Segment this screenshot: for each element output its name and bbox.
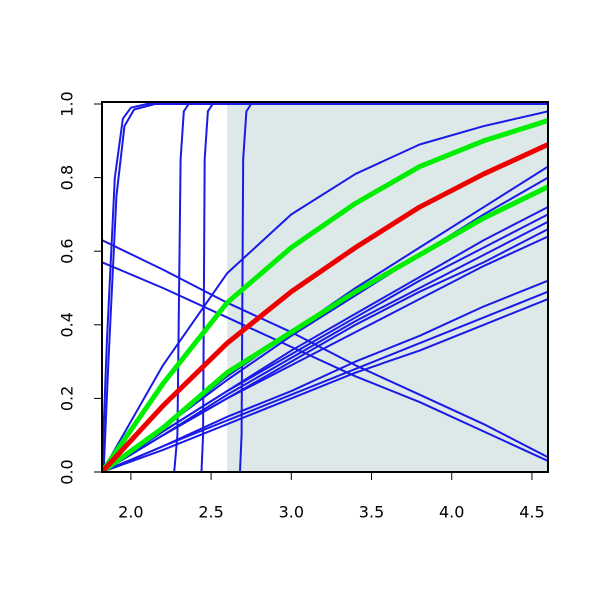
series-line <box>102 103 548 472</box>
y-tick-label: 0.6 <box>58 238 77 263</box>
x-tick-label: 4.0 <box>439 503 464 522</box>
plot-area <box>102 103 548 472</box>
x-tick-label: 4.5 <box>519 503 544 522</box>
series-line <box>102 213 548 472</box>
highlight-band <box>227 104 548 472</box>
series-line <box>102 239 548 459</box>
y-tick-label: 0.8 <box>58 165 77 190</box>
series-line <box>102 110 548 472</box>
series-line <box>102 290 548 472</box>
x-tick-label: 3.5 <box>359 503 384 522</box>
series-line <box>102 103 548 472</box>
y-tick-label: 0.2 <box>58 386 77 411</box>
series-line <box>102 141 548 472</box>
series-line <box>102 118 548 472</box>
series-line <box>102 261 548 462</box>
series-line <box>238 103 548 472</box>
x-tick-label: 2.0 <box>118 503 143 522</box>
x-tick-label: 2.5 <box>198 503 223 522</box>
series-line <box>102 184 548 472</box>
plot-frame <box>101 101 549 473</box>
y-tick-label: 0.4 <box>58 312 77 337</box>
x-tick-label: 3.0 <box>279 503 304 522</box>
y-tick-label: 1.0 <box>58 91 77 116</box>
series-line <box>102 298 548 472</box>
y-tick-label: 0.0 <box>58 459 77 484</box>
